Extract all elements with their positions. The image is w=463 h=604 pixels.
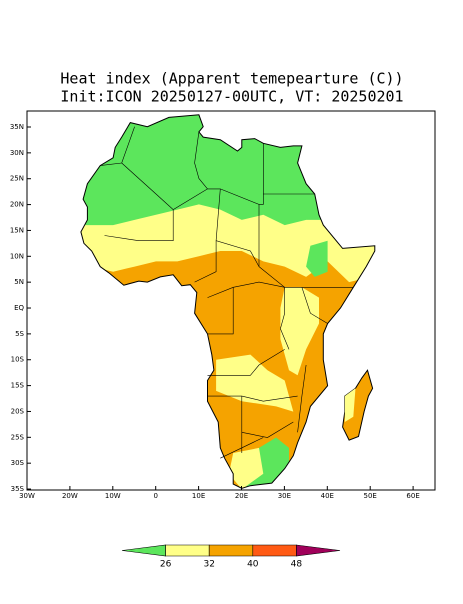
zone-yellow-south	[216, 354, 294, 412]
lat-label: 15N	[10, 226, 24, 234]
lat-label: 15S	[11, 382, 25, 390]
lat-label: 30S	[11, 459, 25, 467]
madagascar-west	[344, 388, 356, 422]
lon-label: 10E	[192, 492, 205, 500]
lon-label: 30W	[19, 492, 35, 500]
border	[207, 281, 285, 298]
border	[220, 437, 264, 459]
colorbar-label: 40	[247, 560, 259, 570]
lon-label: 10W	[105, 492, 121, 500]
lat-label: EQ	[14, 304, 24, 312]
border	[241, 421, 294, 438]
lon-label: 0	[153, 492, 157, 500]
border	[194, 240, 217, 283]
lon-label: 50E	[364, 492, 377, 500]
border	[258, 143, 264, 267]
zone-yellow-cape	[228, 447, 264, 489]
lon-label: 20W	[62, 492, 78, 500]
border	[207, 349, 285, 376]
zone-green-eth	[306, 240, 328, 277]
border	[280, 287, 290, 350]
lon-label: 40E	[321, 492, 334, 500]
lat-label: 20N	[10, 201, 24, 209]
border	[301, 287, 328, 324]
madagascar	[342, 369, 374, 441]
border	[207, 395, 298, 402]
lon-label: 20E	[235, 492, 248, 500]
coastline	[80, 114, 376, 489]
border	[215, 188, 260, 267]
colorbar-swatch	[252, 544, 297, 557]
colorbar-label: 48	[291, 560, 303, 570]
lon-label: 30E	[278, 492, 291, 500]
border	[220, 188, 260, 205]
border	[104, 209, 174, 241]
lat-label: 25S	[11, 433, 25, 441]
lat-label: 25N	[10, 175, 24, 183]
colorbar-label: 32	[203, 560, 214, 570]
colorbar-swatch	[296, 544, 341, 557]
lat-label: 30N	[10, 149, 24, 157]
colorbar-swatch	[208, 544, 254, 557]
lon-label: 60E	[406, 492, 419, 500]
lat-label: 5N	[14, 278, 24, 286]
border	[207, 287, 234, 335]
lat-label: 5S	[15, 330, 24, 338]
border	[194, 131, 208, 190]
title: Heat index (Apparent temepearture (C))	[60, 70, 403, 88]
subtitle: Init:ICON 20250127-00UTC, VT: 20250201	[60, 88, 403, 106]
map-frame	[26, 110, 436, 491]
colorbar: 26 32 40 48	[121, 544, 341, 570]
lat-label: 10S	[11, 356, 25, 364]
colorbar-label: 26	[160, 560, 172, 570]
lat-label: 10N	[10, 252, 24, 260]
lat-label: 35S	[11, 485, 25, 493]
lat-label: 35N	[10, 123, 24, 131]
lat-label: 20S	[11, 407, 25, 415]
border	[297, 364, 307, 433]
colorbar-swatch	[165, 544, 210, 557]
